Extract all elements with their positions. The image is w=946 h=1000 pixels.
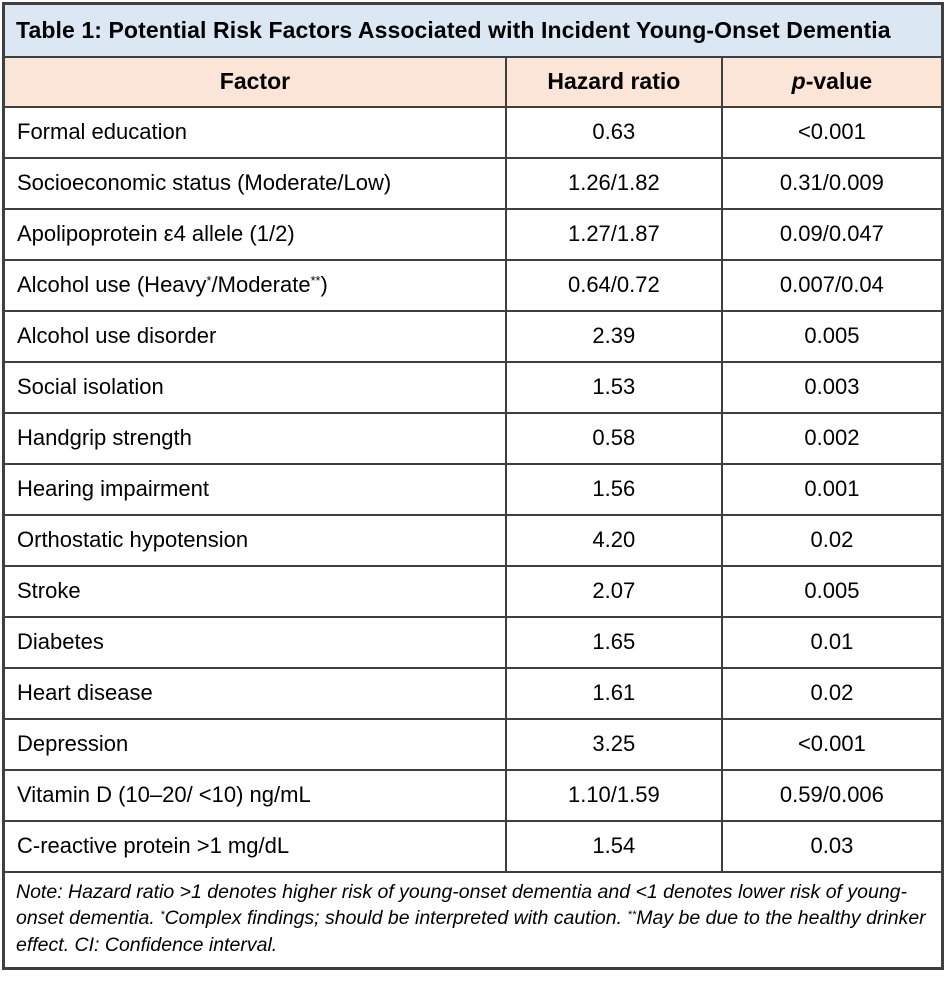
table-row: Stroke 2.07 0.005 [2, 564, 944, 618]
table-row: Handgrip strength 0.58 0.002 [2, 411, 944, 465]
hazard-ratio-cell: 1.61 [504, 666, 723, 720]
table-title: Table 1: Potential Risk Factors Associat… [2, 2, 944, 58]
p-value-cell: 0.02 [720, 513, 944, 567]
factor-cell: Apolipoprotein ε4 allele (1/2) [2, 207, 507, 261]
p-value-cell: 0.09/0.047 [720, 207, 944, 261]
hazard-ratio-cell: 1.27/1.87 [504, 207, 723, 261]
p-value-cell: <0.001 [720, 717, 944, 771]
table-body: Formal education 0.63 <0.001 Socioeconomic … [2, 105, 944, 873]
hazard-ratio-cell: 2.07 [504, 564, 723, 618]
table-row: Socioeconomic status (Moderate/Low) 1.26/… [2, 156, 944, 210]
factor-cell: Formal education [2, 105, 507, 159]
p-value-cell: 0.02 [720, 666, 944, 720]
p-value-header-suffix: -value [805, 68, 873, 94]
table-row: Vitamin D (10–20/ <10) ng/mL 1.10/1.59 0.5… [2, 768, 944, 822]
hazard-ratio-cell: 0.64/0.72 [504, 258, 723, 312]
factor-cell: Stroke [2, 564, 507, 618]
table-row: Diabetes 1.65 0.01 [2, 615, 944, 669]
p-value-header-italic-p: p [791, 68, 806, 94]
p-value-cell: 0.007/0.04 [720, 258, 944, 312]
note-text: Note: Hazard ratio >1 denotes higher ris… [2, 870, 944, 970]
p-value-cell: 0.31/0.009 [720, 156, 944, 210]
hazard-ratio-cell: 1.65 [504, 615, 723, 669]
factor-cell: Socioeconomic status (Moderate/Low) [2, 156, 507, 210]
table-row: Apolipoprotein ε4 allele (1/2) 1.27/1.87 0… [2, 207, 944, 261]
table-row: Hearing impairment 1.56 0.001 [2, 462, 944, 516]
table-title-row: Table 1: Potential Risk Factors Associat… [2, 2, 944, 58]
factor-cell: Alcohol use disorder [2, 309, 507, 363]
table-row: Alcohol use disorder 2.39 0.005 [2, 309, 944, 363]
hazard-ratio-cell: 0.63 [504, 105, 723, 159]
p-value-cell: 0.59/0.006 [720, 768, 944, 822]
factor-cell: Hearing impairment [2, 462, 507, 516]
factor-cell: Diabetes [2, 615, 507, 669]
hazard-ratio-cell: 0.58 [504, 411, 723, 465]
p-value-cell: 0.005 [720, 564, 944, 618]
table-row: Orthostatic hypotension 4.20 0.02 [2, 513, 944, 567]
table-row: Formal education 0.63 <0.001 [2, 105, 944, 159]
table-row: Social isolation 1.53 0.003 [2, 360, 944, 414]
table-row: C-reactive protein >1 mg/dL 1.54 0.03 [2, 819, 944, 873]
p-value-cell: 0.03 [720, 819, 944, 873]
column-header-row: Factor Hazard ratio p-value [2, 55, 944, 108]
p-value-cell: 0.005 [720, 309, 944, 363]
factor-cell: Alcohol use (Heavy*/Moderate**) [2, 258, 507, 312]
factor-cell: Orthostatic hypotension [2, 513, 507, 567]
hazard-ratio-cell: 1.53 [504, 360, 723, 414]
hazard-ratio-cell: 1.26/1.82 [504, 156, 723, 210]
p-value-cell: 0.003 [720, 360, 944, 414]
factor-cell: C-reactive protein >1 mg/dL [2, 819, 507, 873]
column-header-hazard-ratio: Hazard ratio [504, 55, 723, 108]
note-row: Note: Hazard ratio >1 denotes higher ris… [2, 870, 944, 970]
p-value-cell: 0.002 [720, 411, 944, 465]
factor-cell: Vitamin D (10–20/ <10) ng/mL [2, 768, 507, 822]
p-value-cell: 0.001 [720, 462, 944, 516]
hazard-ratio-cell: 1.54 [504, 819, 723, 873]
factor-cell: Handgrip strength [2, 411, 507, 465]
risk-factors-table: Table 1: Potential Risk Factors Associat… [2, 2, 944, 971]
p-value-cell: 0.01 [720, 615, 944, 669]
table-row: Alcohol use (Heavy*/Moderate**) 0.64/0.72… [2, 258, 944, 312]
factor-cell: Heart disease [2, 666, 507, 720]
hazard-ratio-cell: 1.56 [504, 462, 723, 516]
hazard-ratio-cell: 2.39 [504, 309, 723, 363]
factor-cell: Depression [2, 717, 507, 771]
hazard-ratio-cell: 3.25 [504, 717, 723, 771]
hazard-ratio-cell: 1.10/1.59 [504, 768, 723, 822]
column-header-p-value: p-value [720, 55, 944, 108]
table-row: Depression 3.25 <0.001 [2, 717, 944, 771]
p-value-cell: <0.001 [720, 105, 944, 159]
hazard-ratio-cell: 4.20 [504, 513, 723, 567]
factor-cell: Social isolation [2, 360, 507, 414]
column-header-factor: Factor [2, 55, 507, 108]
table-row: Heart disease 1.61 0.02 [2, 666, 944, 720]
